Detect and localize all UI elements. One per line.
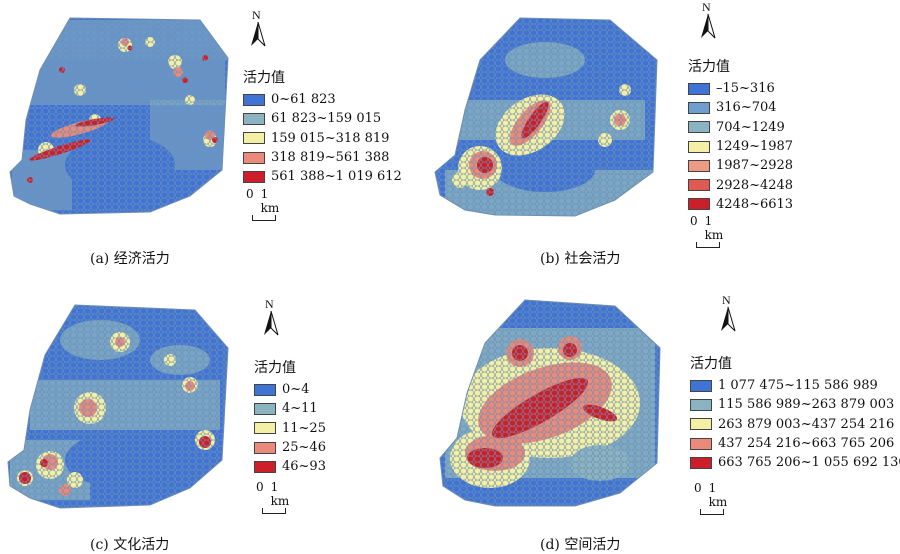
legend-swatch xyxy=(688,101,710,114)
legend-swatch xyxy=(690,456,712,469)
legend-item: 159 015~318 819 xyxy=(243,129,402,148)
caption-cultural: (c) 文化活力 xyxy=(90,537,170,553)
map-economic xyxy=(9,17,229,215)
legend-swatch xyxy=(688,121,710,134)
legend-swatch xyxy=(254,383,276,396)
map-cultural xyxy=(7,304,229,509)
caption-social: (b) 社会活力 xyxy=(540,251,621,267)
legend-item: 1249~1987 xyxy=(688,137,793,156)
north-arrow-social: N xyxy=(697,0,719,40)
caption-spatial: (d) 空间活力 xyxy=(540,537,621,553)
map-social xyxy=(434,17,658,217)
legend-swatch xyxy=(254,460,276,473)
legend-item: 263 879 003~437 254 216 xyxy=(690,415,900,434)
legend-item: 4~11 xyxy=(254,399,326,418)
legend-item: 437 254 216~663 765 206 xyxy=(690,434,900,453)
caption-economic: (a) 经济活力 xyxy=(90,251,170,267)
north-arrow-icon xyxy=(701,13,716,39)
legend-item: 46~93 xyxy=(254,457,326,476)
legend-social: 活力值 –15~316 316~704 704~1249 1249~1987 1… xyxy=(688,56,793,214)
legend-swatch xyxy=(254,402,276,415)
legend-item: 316~704 xyxy=(688,98,793,117)
legend-title: 活力值 xyxy=(690,356,732,372)
legend-item: 61 823~159 015 xyxy=(243,109,402,128)
legend-swatch xyxy=(688,82,710,95)
legend-item: 0~4 xyxy=(254,380,326,399)
legend-item: 1987~2928 xyxy=(688,156,793,175)
legend-swatch xyxy=(243,170,265,183)
legend-swatch xyxy=(243,93,265,106)
legend-swatch xyxy=(243,151,265,164)
legend-swatch xyxy=(688,198,710,211)
legend-item: 663 765 206~1 055 692 130 xyxy=(690,453,900,472)
legend-item: –15~316 xyxy=(688,79,793,98)
legend-title: 活力值 xyxy=(243,70,285,86)
legend-item: 561 388~1 019 612 xyxy=(243,167,402,186)
legend-economic: 活力值 0~61 823 61 823~159 015 159 015~318 … xyxy=(243,67,402,186)
legend-title: 活力值 xyxy=(688,59,730,75)
legend-title: 活力值 xyxy=(254,360,296,376)
legend-item: 4248~6613 xyxy=(688,195,793,214)
legend-cultural: 活力值 0~4 4~11 11~25 25~46 46~93 xyxy=(254,357,326,476)
legend-swatch xyxy=(688,159,710,172)
map-spatial xyxy=(439,299,661,507)
legend-item: 0~61 823 xyxy=(243,90,402,109)
legend-swatch xyxy=(243,132,265,145)
legend-item: 25~46 xyxy=(254,438,326,457)
north-arrow-icon xyxy=(251,21,266,47)
legend-swatch xyxy=(688,140,710,153)
legend-spatial: 活力值 1 077 475~115 586 989 115 586 989~26… xyxy=(690,353,900,472)
north-arrow-cultural: N xyxy=(260,297,282,337)
legend-swatch xyxy=(690,379,712,392)
legend-swatch xyxy=(243,112,265,125)
legend-item: 1 077 475~115 586 989 xyxy=(690,376,900,395)
north-arrow-spatial: N xyxy=(717,293,739,333)
legend-swatch xyxy=(254,422,276,435)
legend-swatch xyxy=(254,441,276,454)
north-arrow-economic: N xyxy=(247,8,269,48)
legend-swatch xyxy=(690,437,712,450)
legend-swatch xyxy=(688,179,710,192)
legend-swatch xyxy=(690,398,712,411)
legend-item: 2928~4248 xyxy=(688,175,793,194)
legend-swatch xyxy=(690,418,712,431)
north-arrow-icon xyxy=(721,306,736,332)
legend-item: 115 586 989~263 879 003 xyxy=(690,395,900,414)
legend-item: 704~1249 xyxy=(688,118,793,137)
north-arrow-icon xyxy=(264,310,279,336)
legend-item: 318 819~561 388 xyxy=(243,148,402,167)
legend-item: 11~25 xyxy=(254,419,326,438)
